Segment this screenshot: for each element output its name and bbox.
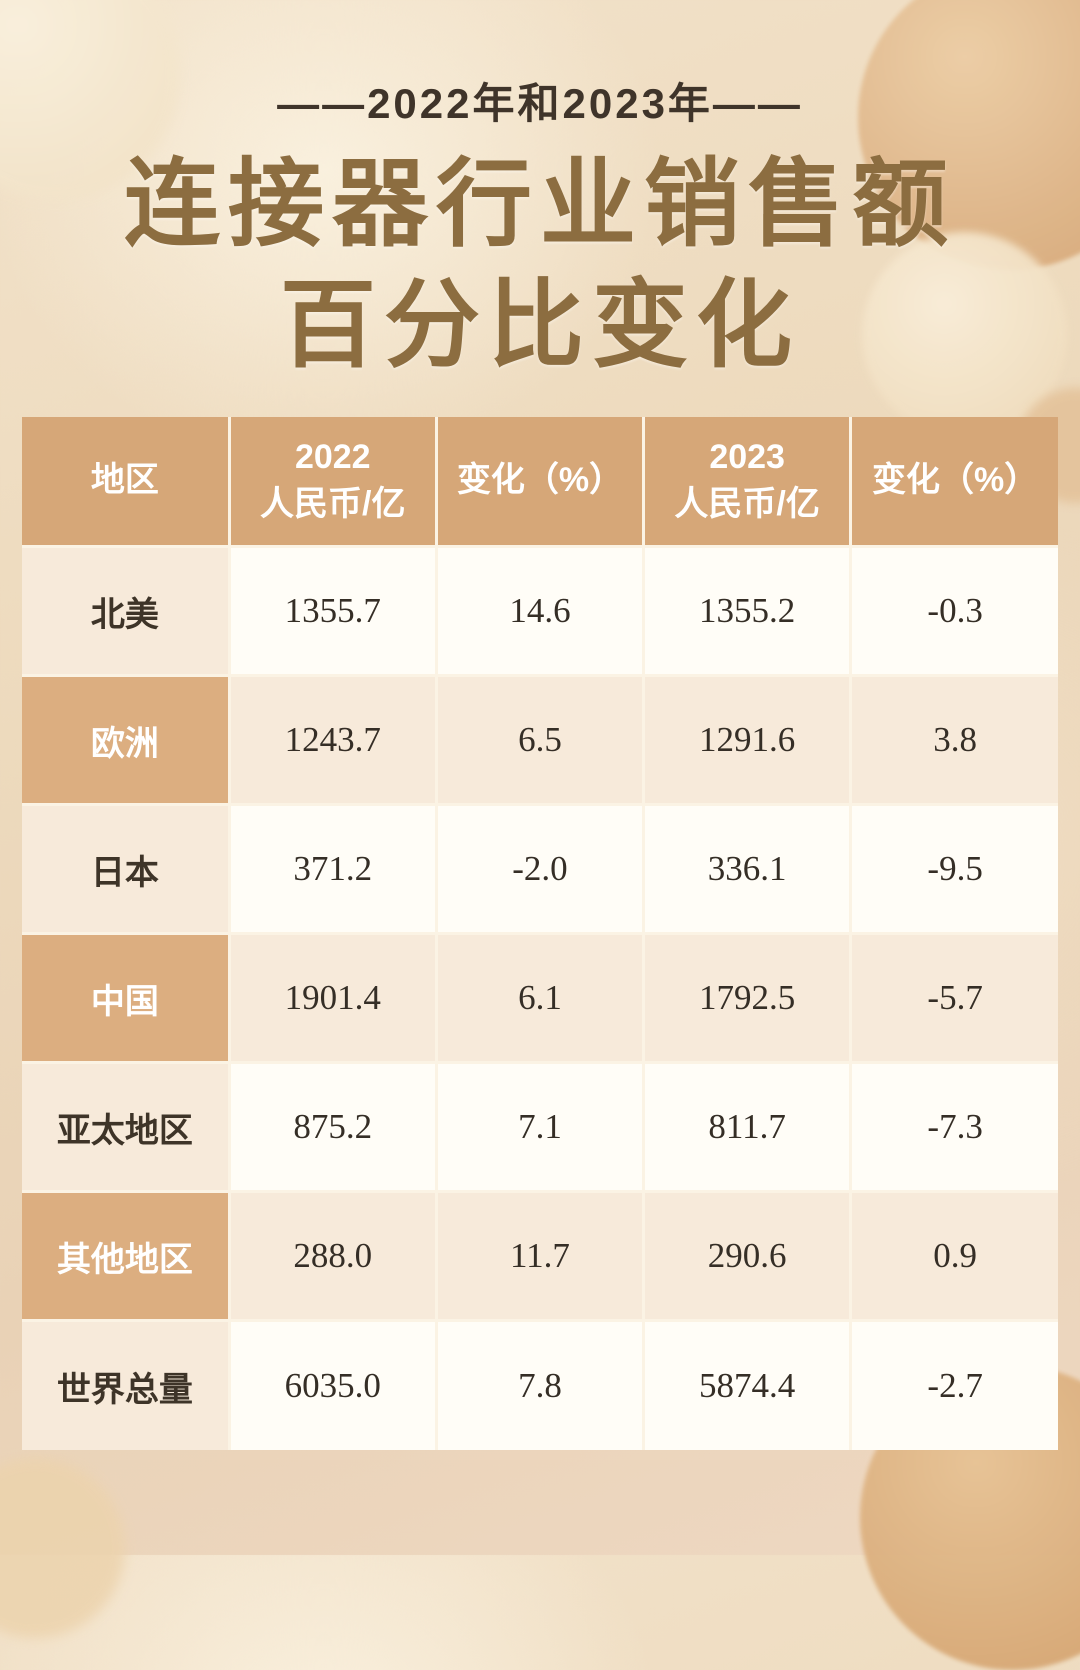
col-header-2023-unit: 人民币/亿 (674, 485, 820, 524)
region-cell: 亚太地区 (20, 1061, 231, 1194)
change-2022-cell: 6.5 (434, 674, 646, 807)
value-2023-cell: 1792.5 (642, 932, 853, 1065)
infographic-header: ——2022年和2023年—— 连接器行业销售额 百分比变化 (0, 0, 1080, 387)
table-row-japan: 日本 371.2 -2.0 336.1 -9.5 (20, 803, 1060, 936)
value-2023-cell: 1355.2 (642, 545, 853, 678)
col-header-2023: 2023 人民币/亿 (642, 415, 853, 549)
col-header-2023-year: 2023 (709, 437, 785, 476)
change-2023-cell: -2.7 (849, 1319, 1060, 1452)
page-title: 连接器行业销售额 百分比变化 (0, 145, 1080, 387)
change-2022-cell: -2.0 (434, 803, 646, 936)
change-2022-cell: 7.1 (434, 1061, 646, 1194)
col-header-2022: 2022 人民币/亿 (227, 415, 438, 549)
table-row-north-america: 北美 1355.7 14.6 1355.2 -0.3 (20, 545, 1060, 678)
change-2023-cell: -7.3 (849, 1061, 1060, 1194)
decor-bubble-right-mid (862, 232, 1067, 437)
value-2023-cell: 336.1 (642, 803, 853, 936)
value-2022-cell: 1901.4 (227, 932, 438, 1065)
table-row-world-total: 世界总量 6035.0 7.8 5874.4 -2.7 (20, 1319, 1060, 1452)
value-2022-cell: 1243.7 (227, 674, 438, 807)
connector-sales-table: 地区 2022 人民币/亿 变化（%） 2023 人民币/亿 变化（%） 北美 13… (20, 415, 1060, 1452)
value-2022-cell: 6035.0 (227, 1319, 438, 1452)
table-row-other-regions: 其他地区 288.0 11.7 290.6 0.9 (20, 1190, 1060, 1323)
region-cell: 其他地区 (20, 1190, 231, 1323)
table-row-europe: 欧洲 1243.7 6.5 1291.6 3.8 (20, 674, 1060, 807)
col-header-region: 地区 (20, 415, 231, 549)
col-header-2022-unit: 人民币/亿 (260, 485, 406, 524)
decor-bubble-bottom-left (0, 1458, 125, 1638)
region-cell: 世界总量 (20, 1319, 231, 1452)
title-line-1: 连接器行业销售额 (124, 151, 956, 258)
value-2023-cell: 1291.6 (642, 674, 853, 807)
region-cell: 中国 (20, 932, 231, 1065)
value-2023-cell: 290.6 (642, 1190, 853, 1323)
value-2022-cell: 875.2 (227, 1061, 438, 1194)
change-2022-cell: 6.1 (434, 932, 646, 1065)
change-2022-cell: 7.8 (434, 1319, 646, 1452)
change-2023-cell: -9.5 (849, 803, 1060, 936)
change-2023-cell: -5.7 (849, 932, 1060, 1065)
region-cell: 欧洲 (20, 674, 231, 807)
title-line-2: 百分比变化 (280, 271, 800, 379)
change-2022-cell: 11.7 (434, 1190, 646, 1323)
col-header-change-2022: 变化（%） (434, 415, 646, 549)
table-header-row: 地区 2022 人民币/亿 变化（%） 2023 人民币/亿 变化（%） (20, 415, 1060, 549)
subtitle: ——2022年和2023年—— (277, 80, 803, 127)
change-2023-cell: 3.8 (849, 674, 1060, 807)
value-2022-cell: 371.2 (227, 803, 438, 936)
region-cell: 北美 (20, 545, 231, 678)
change-2023-cell: -0.3 (849, 545, 1060, 678)
change-2023-cell: 0.9 (849, 1190, 1060, 1323)
col-header-2022-year: 2022 (294, 437, 371, 476)
col-header-change-2023: 变化（%） (849, 415, 1060, 549)
table-row-asia-pacific: 亚太地区 875.2 7.1 811.7 -7.3 (20, 1061, 1060, 1194)
value-2022-cell: 288.0 (227, 1190, 438, 1323)
value-2023-cell: 811.7 (642, 1061, 853, 1194)
table-row-china: 中国 1901.4 6.1 1792.5 -5.7 (20, 932, 1060, 1065)
change-2022-cell: 14.6 (434, 545, 646, 678)
region-cell: 日本 (20, 803, 231, 936)
value-2022-cell: 1355.7 (227, 545, 438, 678)
value-2023-cell: 5874.4 (642, 1319, 853, 1452)
